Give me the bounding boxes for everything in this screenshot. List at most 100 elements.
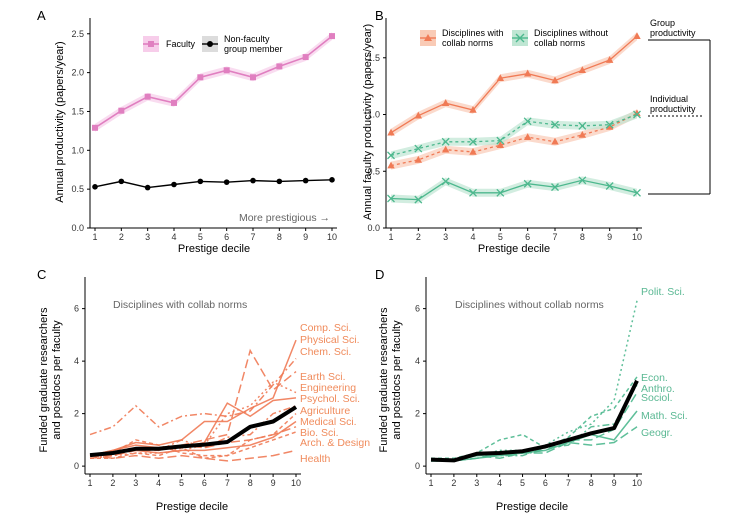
legend-collab-line1: Disciplines with: [442, 28, 504, 38]
panel-d-y-tick-label: 2: [415, 409, 420, 419]
collab-individual-point: [605, 123, 614, 130]
panel-c-series-label: Arch. & Design: [300, 437, 370, 449]
panel-c-x-tick-label: 5: [179, 478, 184, 488]
panel-c-series-label: Chem. Sci.: [300, 346, 351, 358]
nocollab-group-point: [605, 120, 614, 129]
panel-c-x-tick-label: 1: [87, 478, 92, 488]
panel-a-y-tick-label: 1.5: [71, 106, 84, 116]
panel-d-series-line: [431, 410, 638, 462]
panel-b-x-tick-label: 4: [470, 232, 475, 242]
panel-c-y-tick-label: 4: [74, 356, 79, 366]
panel-c-x-tick-label: 6: [202, 478, 207, 488]
panel-b-legend: Disciplines with collab norms Disciplines…: [420, 28, 609, 48]
panel-d-x-tick-label: 4: [497, 478, 502, 488]
panel-b-y-tick-label: 0.5: [367, 166, 380, 176]
panel-b-y-tick-label: 1.5: [367, 53, 380, 63]
panel-label-c: C: [37, 267, 46, 282]
panel-c-series-label: Medical Sci.: [300, 416, 357, 428]
panel-c-series-label: Earth Sci.: [300, 371, 346, 383]
faculty-point: [144, 93, 151, 100]
panel-c-series-line: [89, 449, 297, 462]
collab-individual-point: [469, 147, 477, 155]
nocollab-individual-ci-band: [391, 176, 637, 204]
panel-d-series-line: [431, 376, 638, 460]
collab-individual-ci-band: [391, 109, 637, 170]
panel-d-axes: 1 2 3 4 5 6 7 8 9 10 0 2 4 6: [415, 277, 642, 488]
panel-b-x-tick-label: 10: [632, 232, 642, 242]
panel-b-x-tick-label: 3: [443, 232, 448, 242]
panel-b-x-tick-label: 5: [498, 232, 503, 242]
panel-d-x-tick-label: 6: [543, 478, 548, 488]
panel-b-y-tick-label: 0.0: [367, 223, 380, 233]
panel-a-legend: Faculty Non-faculty group member: [143, 34, 283, 54]
nonfaculty-point: [302, 177, 309, 184]
panel-a-x-tick-label: 8: [277, 232, 282, 242]
bracket-individual-label: Individual productivity: [650, 94, 696, 114]
legend-nonfaculty-line2: group member: [224, 44, 283, 54]
panel-a-x-tick-label: 4: [171, 232, 176, 242]
panel-c-series-line: [90, 431, 297, 460]
faculty-point: [329, 33, 335, 40]
panel-d-x-tick-label: 2: [451, 478, 456, 488]
panel-c-series-line: [89, 339, 297, 457]
faculty-point: [171, 99, 177, 106]
bracket-group-line1: Group: [650, 18, 675, 28]
panel-c-series-line: [89, 358, 297, 436]
nocollab-group-line: [390, 113, 638, 157]
panel-c-ylabel-line1: Funded graduate researchers: [38, 307, 50, 452]
panel-a-xlabel: Prestige decile: [178, 243, 250, 255]
panel-a-y-tick-label: 2.5: [71, 29, 84, 39]
nocollab-group-point: [578, 121, 587, 130]
panel-c-title: Disciplines with collab norms: [113, 299, 247, 311]
collab-group-point: [441, 99, 450, 106]
faculty-point: [250, 74, 256, 81]
collab-group-ci-band: [391, 32, 637, 137]
panel-c-plot: 1 2 3 4 5 6 7 8 9 10 0 2 4 6 Comp. Sci.Physical Sci.Ch…: [74, 277, 370, 488]
nocollab-group-point: [551, 120, 559, 129]
bracket-individual-line1: Individual: [650, 94, 688, 104]
panel-c-series-label: Bio. Sci.: [300, 427, 339, 439]
panel-c-x-tick-label: 3: [133, 478, 138, 488]
panel-a-plot: 1 2 3 4 5 6 7 8 9 10 0.0 0.5 1.0 1.5 2.0 2.5: [71, 18, 337, 242]
nocollab-individual-line: [390, 179, 638, 201]
nonfaculty-point: [144, 184, 151, 191]
faculty-point: [302, 54, 309, 61]
nocollab-individual-point: [551, 183, 559, 192]
panel-b-x-tick-label: 9: [607, 232, 612, 242]
panel-a-x-tick-label: 5: [198, 232, 203, 242]
panel-b-y-tick-label: 1.0: [367, 110, 380, 120]
legend-nocollab-line2: collab norms: [534, 38, 586, 48]
nonfaculty-line: [94, 179, 333, 189]
collab-group-point: [469, 105, 477, 113]
panel-a-ylabel: Annual productivity (papers/year): [54, 41, 66, 202]
panel-c-series-label: Health: [300, 453, 331, 465]
nocollab-individual-point: [441, 177, 450, 186]
nocollab-individual-point: [633, 188, 641, 197]
collab-group-point: [387, 128, 395, 136]
nonfaculty-point: [118, 178, 125, 185]
legend-nocollab-label: Disciplines without collab norms: [534, 28, 609, 48]
panel-d-x-tick-label: 3: [474, 478, 479, 488]
panel-b-plot: 1 2 3 4 5 6 7 8 9 10 0.0 0.5 1.0 1.5: [367, 18, 642, 242]
panel-d-series-label: Math. Sci.: [641, 410, 688, 422]
nonfaculty-point: [329, 177, 335, 183]
panel-d-overall-line: [430, 379, 639, 463]
panel-c-series-label: Engineering: [300, 382, 356, 394]
nocollab-group-point: [414, 144, 423, 153]
nonfaculty-point: [276, 178, 283, 185]
panel-b-x-tick-label: 7: [552, 232, 557, 242]
legend-nonfaculty-line1: Non-faculty: [224, 34, 270, 44]
nocollab-individual-point: [469, 188, 477, 197]
panel-c-axes: 1 2 3 4 5 6 7 8 9 10 0 2 4 6: [74, 277, 301, 488]
panel-d-x-tick-label: 7: [566, 478, 571, 488]
bracket-group-label: Group productivity: [650, 18, 696, 38]
nocollab-individual-point: [496, 188, 505, 197]
panel-a-x-tick-label: 6: [224, 232, 229, 242]
panel-d-series-label: Sociol.: [641, 392, 673, 404]
panel-a-x-tick-label: 3: [145, 232, 150, 242]
collab-group-point: [605, 56, 614, 63]
nocollab-group-point: [441, 137, 450, 146]
panel-c-x-tick-label: 8: [248, 478, 253, 488]
panel-d-xlabel: Prestige decile: [496, 501, 568, 513]
collab-individual-point: [414, 155, 423, 163]
